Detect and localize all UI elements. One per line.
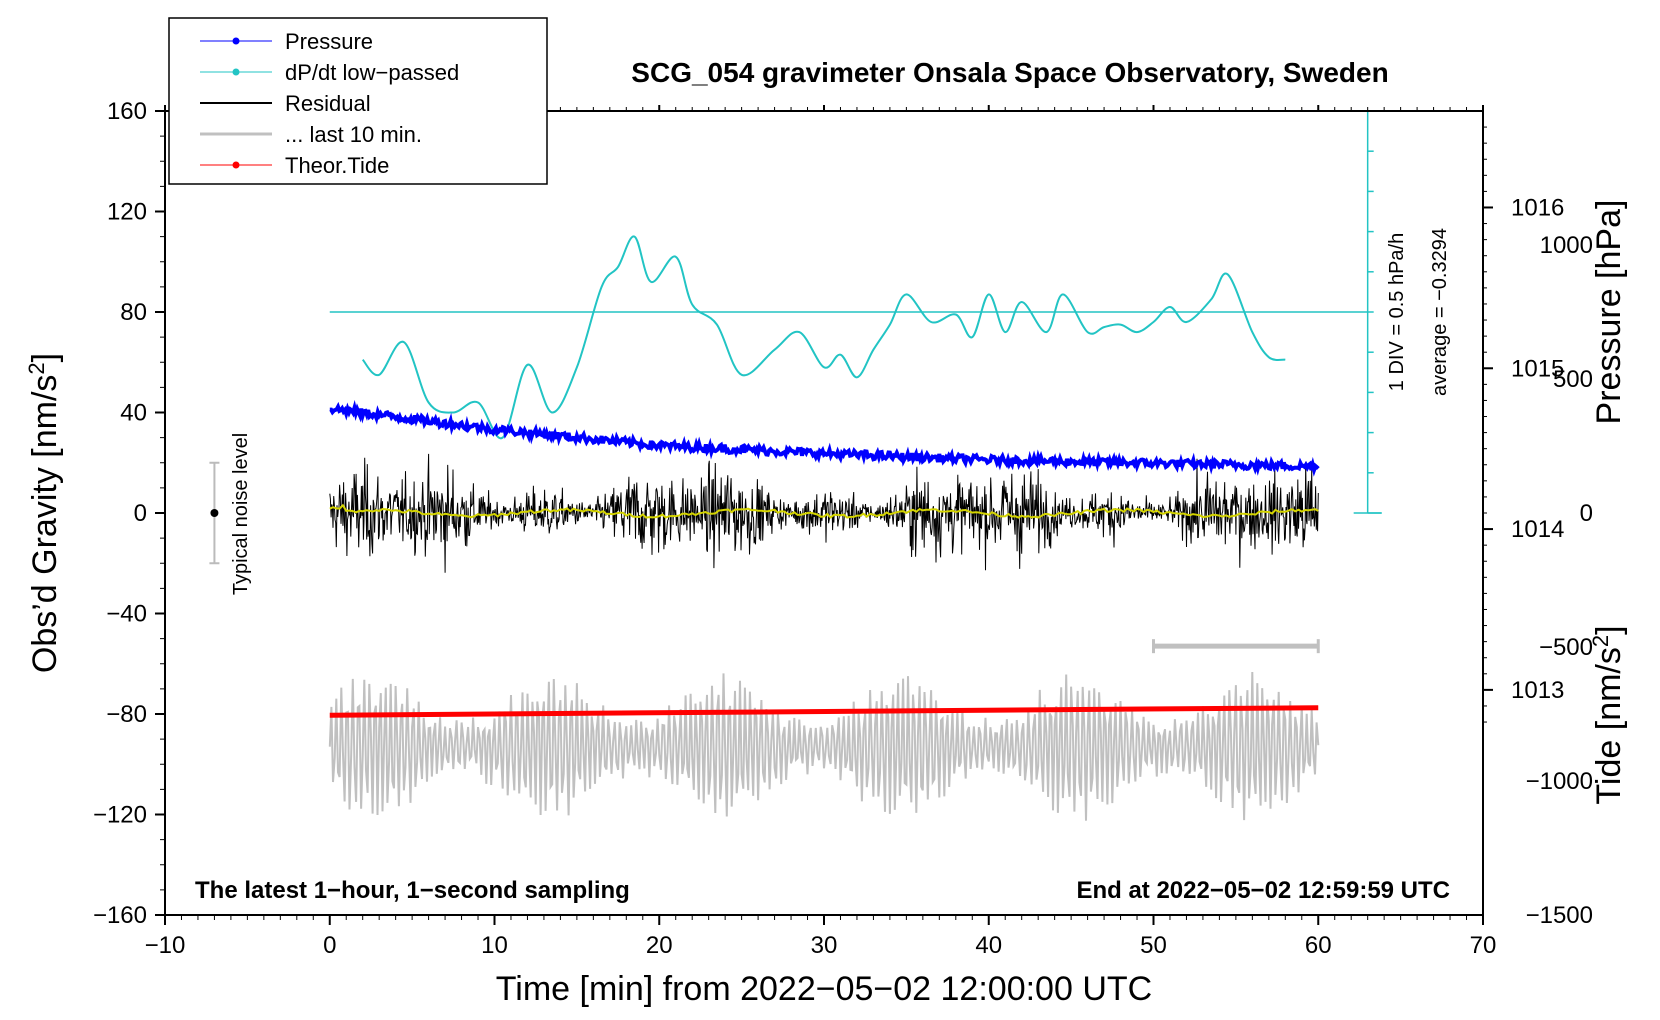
tide-tick-label: 500 [1553, 366, 1593, 393]
y-tick-label: 0 [134, 500, 147, 527]
y-left-title-sup: 2 [24, 362, 49, 374]
y-left-title-end: ] [26, 353, 64, 362]
pressure-tick-label: 1016 [1511, 194, 1564, 221]
x-tick-label: 60 [1305, 932, 1332, 959]
tide-tick-label: 0 [1580, 500, 1593, 527]
chart-title: SCG_054 gravimeter Onsala Space Observat… [631, 57, 1388, 88]
bottom-right-note: End at 2022−05−02 12:59:59 UTC [1076, 877, 1450, 904]
tide-tick-label: −1000 [1526, 768, 1593, 795]
div-label: 1 DIV = 0.5 hPa/h [1386, 233, 1408, 391]
last-10-min-line [328, 671, 1320, 821]
noise-level-label: Typical noise level [230, 433, 252, 595]
x-tick-label: 70 [1470, 932, 1497, 959]
pressure-tick-label: 1014 [1511, 516, 1564, 543]
x-tick-label: 10 [481, 932, 508, 959]
dpdt-line [361, 235, 1286, 440]
pressure-line [329, 399, 1320, 477]
axes-layer: −10 0 10 20 30 40 50 60 70 160 120 80 40 0 −40 −80 −120 −… [93, 98, 1593, 959]
theor-tide-line [329, 705, 1319, 718]
bottom-left-note: The latest 1−hour, 1−second sampling [195, 877, 630, 904]
x-tick-label: 0 [323, 932, 336, 959]
pressure-axis-title: Pressure [hPa] [1590, 200, 1628, 425]
y-tick-label: −120 [93, 802, 147, 829]
tide-tick-label: −500 [1539, 634, 1593, 661]
x-tick-label: 40 [975, 932, 1002, 959]
residual-line [329, 453, 1319, 573]
legend-label: Residual [285, 91, 371, 116]
tide-axis-title: Tide [nm/s2] [1588, 625, 1628, 804]
x-tick-label: 30 [811, 932, 838, 959]
y-tick-label: 40 [120, 400, 147, 427]
tide-tick-label: 1000 [1540, 232, 1593, 259]
y-tick-label: −40 [106, 601, 147, 628]
residual-smoothed-line [329, 503, 1319, 519]
y-tick-label: −160 [93, 902, 147, 929]
tide-title-main: Tide [nm/s [1590, 647, 1628, 804]
legend-box [168, 17, 548, 185]
y-left-axis-title: Obs’d Gravity [nm/s2] [24, 353, 64, 673]
legend-marker [232, 68, 240, 76]
legend: Pressure dP/dt low−passed Residual ... last… [168, 17, 548, 185]
tide-title-sup: 2 [1588, 635, 1613, 647]
average-label: average = −0.3294 [1429, 228, 1451, 396]
legend-label: ... last 10 min. [285, 122, 422, 147]
y-tick-label: 80 [120, 299, 147, 326]
noise-bar-center-dot [210, 509, 219, 517]
x-tick-label: 50 [1140, 932, 1167, 959]
y-left-title-main: Obs’d Gravity [nm/s [26, 375, 64, 674]
y-tick-label: 160 [107, 98, 147, 125]
x-tick-label: −10 [145, 932, 186, 959]
pressure-tick-label: 1013 [1511, 677, 1564, 704]
series-layer [209, 110, 1382, 821]
x-tick-label: 20 [646, 932, 673, 959]
legend-marker [232, 161, 240, 169]
y-tick-label: 120 [107, 199, 147, 226]
legend-label: dP/dt low−passed [285, 60, 459, 85]
pressure-tick-label: 1015 [1511, 355, 1564, 382]
tide-title-end: ] [1590, 625, 1628, 634]
y-tick-label: −80 [106, 701, 147, 728]
legend-marker [232, 37, 240, 45]
x-axis-title: Time [min] from 2022−05−02 12:00:00 UTC [496, 970, 1152, 1008]
legend-label: Pressure [285, 29, 373, 54]
tide-tick-label: −1500 [1526, 902, 1593, 929]
legend-label: Theor.Tide [285, 153, 389, 178]
